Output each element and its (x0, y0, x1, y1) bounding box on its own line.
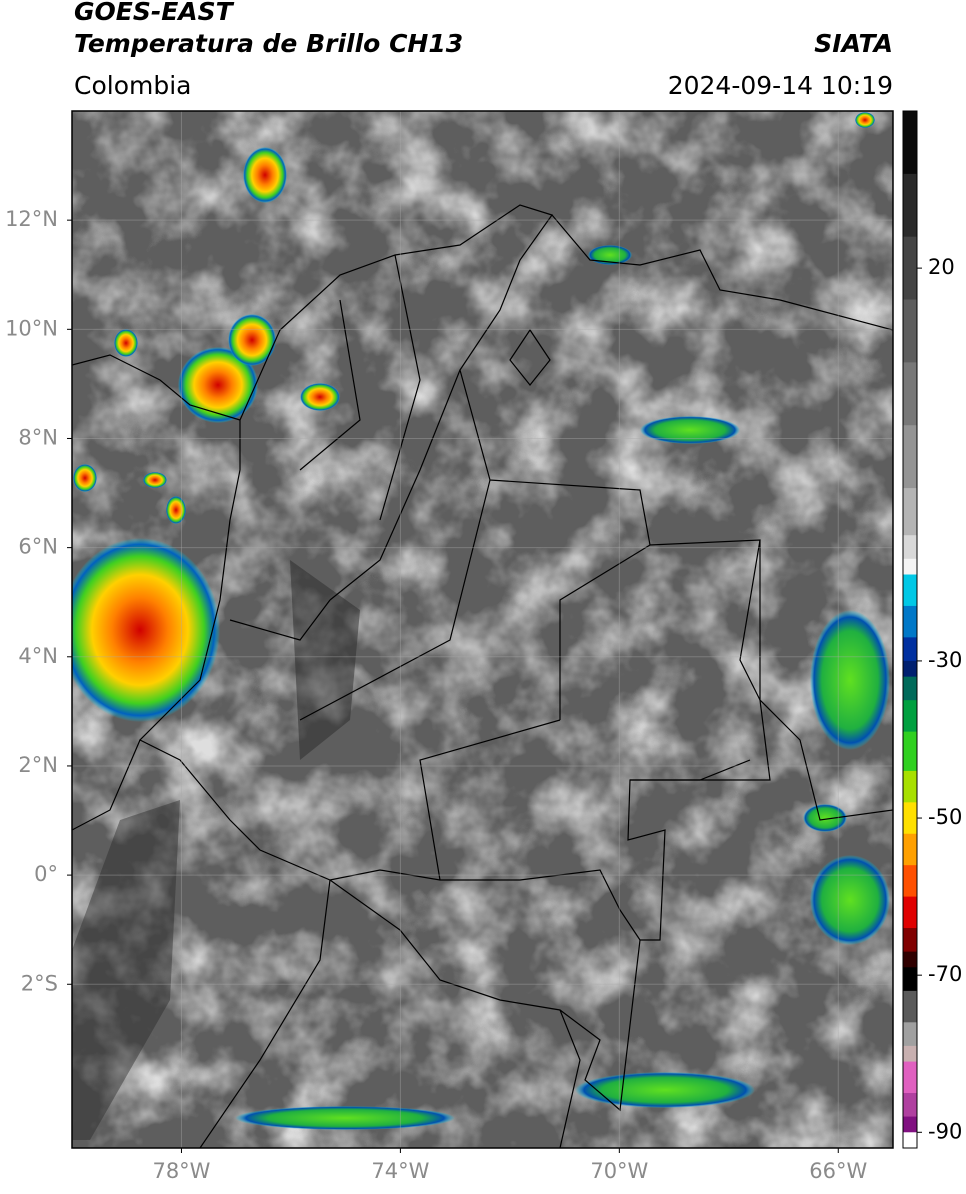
colorbar-segment (903, 535, 917, 560)
colorbar-segment (903, 1061, 917, 1094)
colorbar-segment (903, 111, 917, 175)
colorbar-tick-label: -30 (928, 648, 962, 672)
colorbar-segment (903, 928, 917, 953)
colorbar-segment (903, 990, 917, 1023)
source: SIATA (814, 29, 893, 58)
colorbar-segment (903, 1045, 917, 1063)
colorbar-segment (903, 558, 917, 576)
colorbar-segment (903, 802, 917, 835)
y-tick-label: 4°N (18, 644, 58, 668)
colorbar-segment (903, 951, 917, 968)
colorbar-segment (903, 1116, 917, 1133)
x-tick-label: 70°W (590, 1159, 648, 1183)
colorbar-tick-label: -90 (928, 1119, 962, 1143)
colorbar-segment (903, 574, 917, 607)
colorbar-segment (903, 173, 917, 238)
colorbar-segment (903, 299, 917, 363)
title: GOES-EAST (74, 0, 235, 26)
y-tick-label: 2°S (21, 971, 58, 995)
colorbar-segment (903, 1132, 917, 1149)
colorbar-frame (902, 110, 918, 1149)
colorbar-segment (903, 676, 917, 701)
colorbar-segment (903, 236, 917, 301)
colorbar-segment (903, 660, 917, 678)
y-tick-label: 10°N (5, 316, 58, 340)
colorbar-tick-label: 20 (928, 255, 955, 279)
colorbar-segment (903, 896, 917, 929)
colorbar-segment (903, 731, 917, 772)
y-tick-label: 6°N (18, 535, 58, 559)
x-tick-label: 66°W (809, 1159, 867, 1183)
colorbar-segment (903, 967, 917, 992)
colorbar-segment (903, 488, 917, 536)
colorbar-segment (903, 833, 917, 866)
colorbar-segment (903, 865, 917, 898)
colorbar-segment (903, 1093, 917, 1118)
subtitle: Temperatura de Brillo CH13 (74, 29, 463, 58)
colorbar-tick-label: -50 (928, 805, 962, 829)
y-tick-label: 8°N (18, 425, 58, 449)
colorbar-segment (903, 362, 917, 426)
colorbar-segment (903, 700, 917, 733)
datetime: 2024-09-14 10:19 (668, 71, 893, 100)
colorbar-segment (903, 1022, 917, 1047)
y-tick-label: 2°N (18, 753, 58, 777)
y-tick-label: 12°N (5, 207, 58, 231)
x-tick-label: 74°W (371, 1159, 429, 1183)
map-image (72, 111, 893, 1148)
colorbar-segment (903, 637, 917, 662)
region: Colombia (74, 71, 191, 100)
map-frame (71, 110, 894, 1149)
x-tick-label: 78°W (152, 1159, 210, 1183)
colorbar-segment (903, 425, 917, 489)
colorbar-segment (903, 770, 917, 803)
colorbar-tick-label: -70 (928, 962, 962, 986)
y-tick-label: 0° (34, 862, 58, 886)
colorbar-segment (903, 605, 917, 638)
